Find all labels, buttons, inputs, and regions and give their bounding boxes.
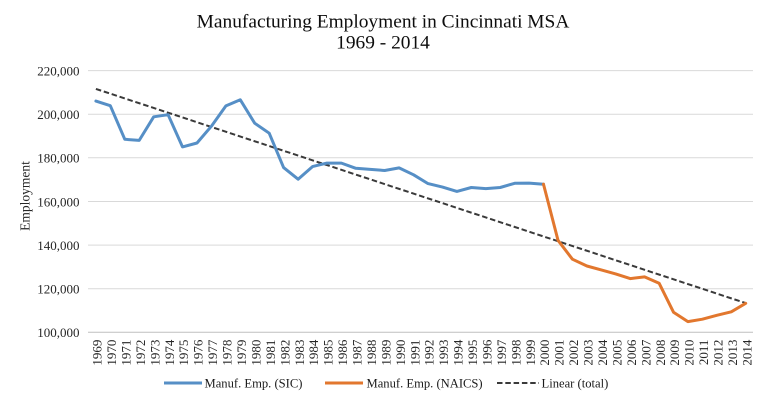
svg-text:1985: 1985 (321, 340, 336, 366)
svg-text:1973: 1973 (147, 340, 162, 366)
svg-text:1984: 1984 (306, 339, 321, 366)
svg-text:1994: 1994 (451, 339, 466, 366)
svg-text:1990: 1990 (393, 340, 408, 366)
svg-text:2013: 2013 (725, 340, 740, 366)
svg-text:1969: 1969 (90, 340, 105, 366)
svg-text:1996: 1996 (480, 339, 495, 366)
svg-text:120,000: 120,000 (37, 282, 79, 297)
svg-text:1997: 1997 (494, 339, 509, 366)
svg-text:160,000: 160,000 (37, 194, 79, 209)
svg-text:1970: 1970 (104, 340, 119, 366)
svg-text:100,000: 100,000 (37, 325, 79, 340)
svg-text:1998: 1998 (508, 340, 523, 366)
svg-text:1982: 1982 (277, 340, 292, 366)
svg-text:2009: 2009 (667, 340, 682, 366)
svg-text:1999: 1999 (523, 340, 538, 366)
svg-text:2003: 2003 (581, 340, 596, 366)
svg-text:1976: 1976 (191, 339, 206, 366)
svg-text:2007: 2007 (638, 339, 653, 366)
svg-text:Manuf. Emp. (NAICS): Manuf. Emp. (NAICS) (367, 377, 483, 391)
svg-text:200,000: 200,000 (37, 107, 79, 122)
svg-text:2002: 2002 (566, 340, 581, 366)
svg-text:1986: 1986 (335, 339, 350, 366)
svg-text:1987: 1987 (350, 339, 365, 366)
svg-text:1971: 1971 (119, 340, 134, 366)
svg-text:1977: 1977 (205, 339, 220, 366)
svg-text:1969 - 2014: 1969 - 2014 (336, 33, 430, 54)
svg-text:1992: 1992 (422, 340, 437, 366)
svg-text:1988: 1988 (364, 340, 379, 366)
svg-text:2011: 2011 (696, 340, 711, 366)
svg-text:Manuf. Emp. (SIC): Manuf. Emp. (SIC) (205, 377, 303, 391)
svg-text:1993: 1993 (436, 340, 451, 366)
svg-text:2000: 2000 (537, 340, 552, 366)
svg-text:Linear (total): Linear (total) (542, 377, 609, 391)
svg-text:2010: 2010 (682, 340, 697, 366)
svg-text:2014: 2014 (739, 339, 754, 366)
svg-text:1995: 1995 (465, 340, 480, 366)
svg-text:1983: 1983 (292, 340, 307, 366)
svg-text:1979: 1979 (234, 340, 249, 366)
svg-text:1980: 1980 (248, 340, 263, 366)
svg-text:Employment: Employment (18, 161, 33, 231)
svg-text:140,000: 140,000 (37, 238, 79, 253)
svg-text:1991: 1991 (407, 340, 422, 366)
svg-text:1974: 1974 (162, 339, 177, 366)
svg-text:180,000: 180,000 (37, 151, 79, 166)
svg-text:1978: 1978 (220, 340, 235, 366)
svg-text:2004: 2004 (595, 339, 610, 366)
svg-text:220,000: 220,000 (37, 64, 79, 79)
svg-text:2008: 2008 (653, 340, 668, 366)
svg-text:Manufacturing Employment in Ci: Manufacturing Employment in Cincinnati M… (197, 12, 570, 33)
svg-text:1972: 1972 (133, 340, 148, 366)
svg-text:1989: 1989 (378, 340, 393, 366)
svg-text:2006: 2006 (624, 339, 639, 366)
svg-text:1975: 1975 (176, 340, 191, 366)
svg-text:2012: 2012 (711, 340, 726, 366)
svg-text:2001: 2001 (552, 340, 567, 366)
svg-text:2005: 2005 (609, 340, 624, 366)
svg-text:1981: 1981 (263, 340, 278, 366)
